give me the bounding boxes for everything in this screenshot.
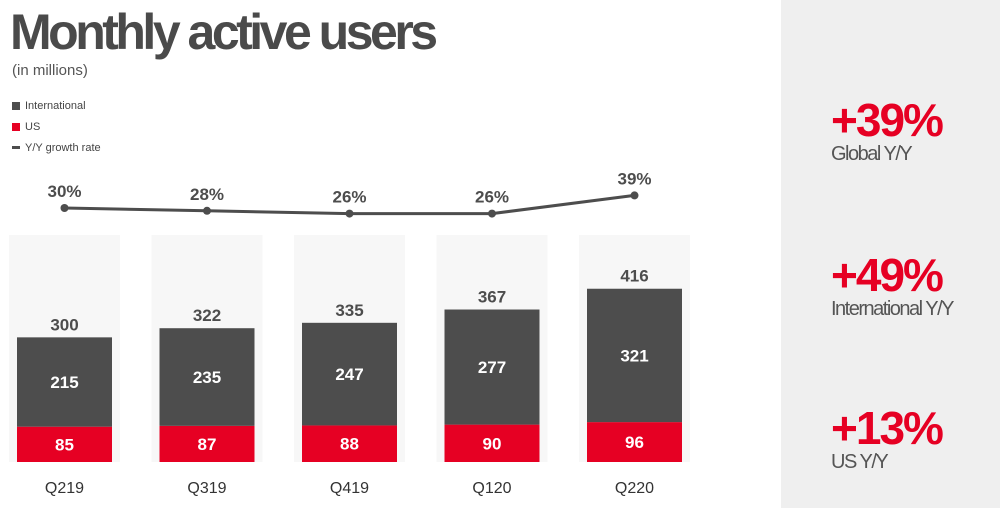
summary-global: +39% Global Y/Y	[831, 94, 944, 165]
x-tick-label: Q319	[187, 480, 226, 497]
data-label-total: 367	[478, 288, 506, 307]
data-label-international: 235	[193, 368, 221, 387]
summary-global-label: Global Y/Y	[831, 143, 913, 165]
legend-item-us: US	[12, 116, 101, 137]
data-label-us: 85	[55, 435, 74, 454]
legend-swatch-international	[12, 101, 20, 110]
summary-us-label: US Y/Y	[831, 451, 889, 473]
x-tick-label: Q419	[330, 480, 369, 497]
summary-panel: +39% Global Y/Y +49% International Y/Y +…	[781, 0, 1000, 508]
x-tick-label: Q219	[45, 480, 84, 497]
bar-international	[159, 328, 255, 426]
data-label-us: 96	[625, 433, 644, 452]
summary-us-value: +13%	[831, 402, 944, 454]
data-label-total: 300	[50, 315, 78, 334]
growth-rate-point	[345, 209, 354, 218]
legend-swatch-us	[12, 122, 20, 131]
bar-international	[587, 288, 682, 423]
bar-us	[17, 426, 112, 462]
data-label-international: 277	[478, 358, 506, 377]
bar-international	[444, 309, 540, 425]
legend-item-growth-rate: Y/Y growth rate	[12, 137, 101, 158]
legend-label: US	[25, 120, 41, 133]
summary-us: +13% US Y/Y	[831, 402, 944, 473]
growth-rate-label: 30%	[47, 182, 81, 201]
data-label-us: 90	[483, 434, 502, 453]
data-label-international: 215	[50, 373, 78, 392]
growth-rate-label: 28%	[190, 185, 224, 204]
data-label-us: 88	[340, 435, 359, 454]
growth-rate-point	[488, 209, 496, 218]
growth-rate-label: 26%	[332, 188, 366, 207]
bar-us	[444, 424, 540, 462]
legend-label: Y/Y growth rate	[25, 141, 101, 154]
x-tick-label: Q120	[472, 480, 511, 497]
growth-rate-label: 39%	[617, 169, 651, 188]
growth-rate-label: 26%	[475, 188, 509, 207]
summary-global-value: +39%	[831, 94, 944, 146]
stacked-bar-chart: 85 215 300 Q219 87 235 322 Q319 88 247 335 Q419 90 27…	[9, 169, 690, 497]
data-label-international: 321	[620, 346, 648, 365]
data-label-international: 247	[335, 365, 363, 384]
legend: International US Y/Y growth rate	[12, 95, 101, 158]
legend-swatch-growth-line	[12, 146, 20, 149]
data-label-total: 416	[620, 267, 648, 286]
summary-international-value: +49%	[831, 249, 944, 301]
summary-international-label: International Y/Y	[831, 298, 955, 320]
legend-label: International	[25, 99, 86, 112]
growth-rate-point	[630, 191, 639, 200]
bar-us	[159, 425, 255, 462]
chart-title: Monthly active users	[10, 4, 438, 60]
x-tick-label: Q220	[615, 480, 654, 497]
bar-international	[302, 322, 397, 426]
bar-international	[17, 337, 112, 427]
data-label-total: 322	[193, 306, 221, 325]
bar-us	[587, 422, 682, 462]
data-label-total: 335	[335, 301, 363, 320]
legend-item-international: International	[12, 95, 101, 116]
growth-rate-point	[203, 206, 211, 215]
summary-international: +49% International Y/Y	[831, 249, 955, 320]
bar-us	[302, 425, 397, 462]
data-label-us: 87	[198, 435, 217, 454]
growth-rate-point	[60, 204, 69, 212]
chart-subtitle: (in millions)	[12, 62, 88, 79]
